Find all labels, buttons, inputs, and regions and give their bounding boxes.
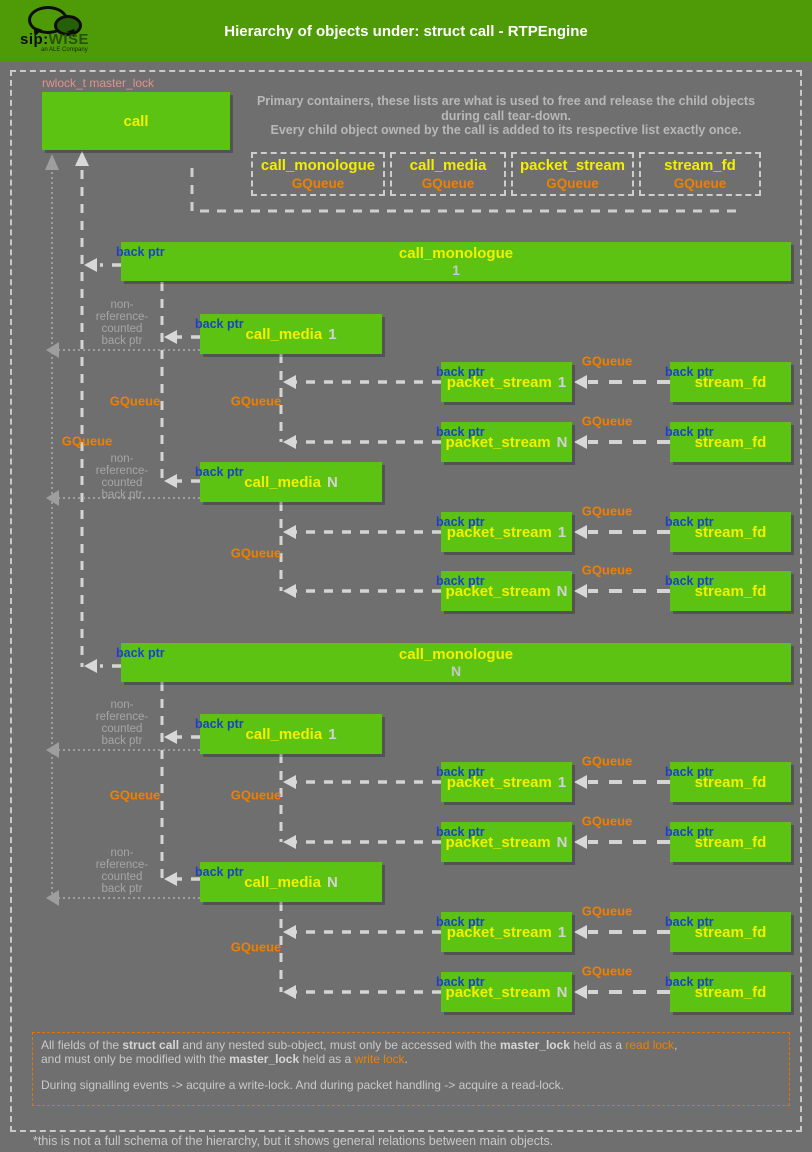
box-call-media-n: call_media N <box>200 862 382 902</box>
box-stream-fd: stream_fd <box>670 912 791 952</box>
back-ptr-label: back ptr <box>116 646 165 660</box>
back-ptr-label: back ptr <box>436 975 485 989</box>
back-ptr-label: back ptr <box>665 425 714 439</box>
back-ptr-label: back ptr <box>436 574 485 588</box>
app-header: sip:WISE an ALE Company Hierarchy of obj… <box>0 0 812 62</box>
back-ptr-label: back ptr <box>195 317 244 331</box>
gqueue-label: GQueue <box>230 545 282 561</box>
gqueue-label: GQueue <box>581 963 633 979</box>
gqueue-label: GQueue <box>581 753 633 769</box>
box-packet-stream-1: packet_stream 1 <box>441 362 572 402</box>
gqueue-label: GQueue <box>61 433 113 449</box>
locking-note-rule: During signalling events -> acquire a wr… <box>41 1078 564 1092</box>
box-stream-fd: stream_fd <box>670 571 791 611</box>
back-ptr-label: back ptr <box>665 365 714 379</box>
gqueue-label: GQueue <box>230 393 282 409</box>
gqueue-label: GQueue <box>230 787 282 803</box>
box-packet-stream-1: packet_stream 1 <box>441 512 572 552</box>
logo-text: sip:WISE <box>20 31 90 48</box>
back-ptr-label: back ptr <box>665 975 714 989</box>
non-ref-counted-back-ptr-label: non-reference-counted back ptr <box>95 453 149 501</box>
box-packet-stream-1: packet_stream 1 <box>441 912 572 952</box>
back-ptr-label: back ptr <box>436 365 485 379</box>
speech-bubble-small-icon <box>54 15 82 36</box>
diagram-frame <box>10 70 802 1132</box>
gqueue-label: GQueue <box>581 413 633 429</box>
box-call-media-1: call_media 1 <box>200 714 382 754</box>
non-ref-counted-back-ptr-label: non-reference-counted back ptr <box>95 847 149 895</box>
gqueue-label: GQueue <box>581 813 633 829</box>
back-ptr-label: back ptr <box>116 245 165 259</box>
legend-box-packet-stream: packet_stream GQueue <box>511 152 634 196</box>
box-packet-stream-n: packet_stream N <box>441 822 572 862</box>
back-ptr-label: back ptr <box>195 465 244 479</box>
locking-note: All fields of the struct call and any ne… <box>32 1032 790 1106</box>
footnote: *this is not a full schema of the hierar… <box>33 1134 554 1148</box>
master-lock-label: rwlock_t master_lock <box>42 76 155 90</box>
box-packet-stream-1: packet_stream 1 <box>441 762 572 802</box>
sipwise-logo: sip:WISE an ALE Company <box>20 3 110 59</box>
back-ptr-label: back ptr <box>665 915 714 929</box>
box-call-monologue-n: call_monologue N <box>121 643 791 682</box>
box-stream-fd: stream_fd <box>670 762 791 802</box>
box-packet-stream-n: packet_stream N <box>441 571 572 611</box>
box-call: call <box>42 92 230 150</box>
box-stream-fd: stream_fd <box>670 822 791 862</box>
box-stream-fd: stream_fd <box>670 422 791 462</box>
box-call-media-1: call_media 1 <box>200 314 382 354</box>
box-packet-stream-n: packet_stream N <box>441 972 572 1012</box>
box-stream-fd: stream_fd <box>670 972 791 1012</box>
box-call-monologue-1: call_monologue 1 <box>121 242 791 281</box>
page-title: Hierarchy of objects under: struct call … <box>224 23 588 40</box>
gqueue-label: GQueue <box>581 903 633 919</box>
legend-box-call-media: call_media GQueue <box>390 152 506 196</box>
back-ptr-label: back ptr <box>665 515 714 529</box>
gqueue-label: GQueue <box>109 787 161 803</box>
back-ptr-label: back ptr <box>436 915 485 929</box>
gqueue-label: GQueue <box>581 503 633 519</box>
box-stream-fd: stream_fd <box>670 362 791 402</box>
back-ptr-label: back ptr <box>436 825 485 839</box>
gqueue-label: GQueue <box>581 562 633 578</box>
back-ptr-label: back ptr <box>436 515 485 529</box>
legend-box-stream-fd: stream_fd GQueue <box>639 152 761 196</box>
back-ptr-label: back ptr <box>665 765 714 779</box>
logo-tagline: an ALE Company <box>41 47 88 53</box>
gqueue-label: GQueue <box>581 353 633 369</box>
box-call-media-n: call_media N <box>200 462 382 502</box>
back-ptr-label: back ptr <box>195 717 244 731</box>
box-stream-fd: stream_fd <box>670 512 791 552</box>
gqueue-label: GQueue <box>109 393 161 409</box>
non-ref-counted-back-ptr-label: non-reference-counted back ptr <box>95 299 149 347</box>
back-ptr-label: back ptr <box>665 574 714 588</box>
legend-box-call-monologue: call_monologue GQueue <box>251 152 385 196</box>
back-ptr-label: back ptr <box>436 425 485 439</box>
box-packet-stream-n: packet_stream N <box>441 422 572 462</box>
intro-text: Primary containers, these lists are what… <box>256 94 756 137</box>
gqueue-label: GQueue <box>230 939 282 955</box>
back-ptr-label: back ptr <box>665 825 714 839</box>
back-ptr-label: back ptr <box>436 765 485 779</box>
non-ref-counted-back-ptr-label: non-reference-counted back ptr <box>95 699 149 747</box>
back-ptr-label: back ptr <box>195 865 244 879</box>
